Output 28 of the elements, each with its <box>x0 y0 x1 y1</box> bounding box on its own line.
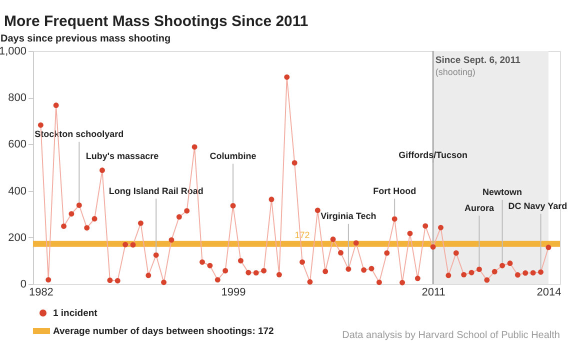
annotation: DC Navy Yard <box>508 201 568 212</box>
y-tick-label: 0 <box>20 278 26 290</box>
band-label: Since Sept. 6, 2011 <box>435 55 522 66</box>
annotation: Stockton schoolyard <box>34 129 124 140</box>
legend-label: Average number of days between shootings: 172 <box>53 326 274 337</box>
annotation: Long Island Rail Road <box>108 186 204 196</box>
chart-title: More Frequent Mass Shootings Since 2011 <box>4 13 308 30</box>
x-tick-label: 2014 <box>536 286 562 298</box>
annotation: Virginia Tech <box>320 211 376 222</box>
y-tick-label: 800 <box>8 92 26 104</box>
annotation: (shooting) <box>435 67 476 77</box>
annotation: Giffords/Tucson <box>398 150 468 160</box>
x-tick-label: 1982 <box>28 286 54 298</box>
legend-label: 1 incident <box>53 308 98 319</box>
annotation: Columbine <box>210 150 256 161</box>
x-tick-label: 2011 <box>422 286 446 298</box>
annotation: Aurora <box>464 202 495 213</box>
annotation: Luby's massacre <box>86 150 159 161</box>
y-tick-label: 1,000 <box>0 46 26 58</box>
annotation: Fort Hood <box>373 186 416 196</box>
y-axis-title: Days since previous mass shooting <box>0 34 171 44</box>
annotation: 172 <box>294 230 310 240</box>
y-tick-label: 600 <box>8 138 26 151</box>
x-tick-label: 1999 <box>221 286 246 298</box>
text: Data analysis by Harvard School of Public Health <box>342 330 560 341</box>
y-tick-label: 400 <box>8 185 26 198</box>
y-tick-label: 200 <box>8 232 26 244</box>
annotation: Newtown <box>482 187 522 198</box>
